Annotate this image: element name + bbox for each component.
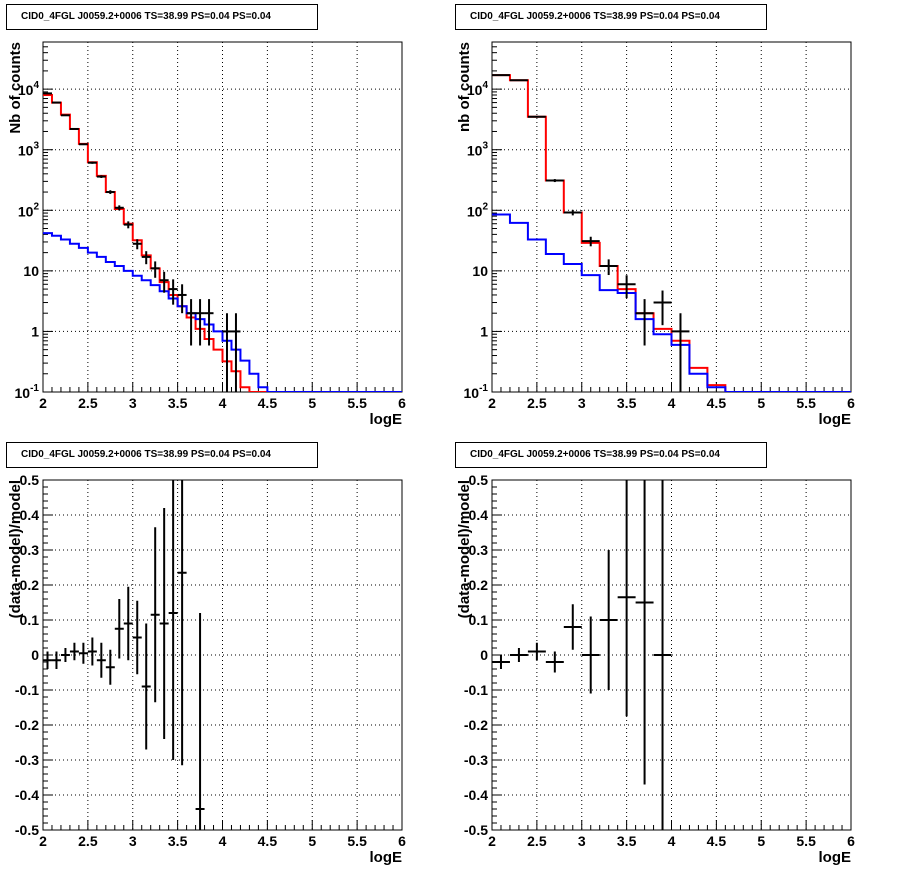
x-tick-label: 5.5 (796, 833, 816, 849)
x-tick-label: 4 (668, 833, 676, 849)
x-tick-label: 5 (757, 833, 765, 849)
y-tick-label: 0.5 (20, 472, 40, 488)
x-axis-label: logE (370, 849, 403, 866)
y-tick-label: 10-1 (464, 383, 489, 401)
chart-panel-1: 2 2.5 3 3.5 4 4.5 5 5.5 6 10-1 1 10 102 103 104 logE Nb … (7, 41, 406, 428)
y-tick-label: 0.5 (469, 472, 489, 488)
chart-panel-4: 2 2.5 3 3.5 4 4.5 5 5.5 6 -0.5 -0.4 -0.3 -0.2 -0.1 0 0.… (456, 472, 855, 866)
y-tick-label: 104 (467, 80, 489, 98)
plot-area (43, 92, 402, 392)
plot-frame (491, 41, 852, 393)
y-tick-label: -0.3 (464, 752, 488, 768)
x-tick-label: 6 (847, 833, 855, 849)
y-tick-label: -0.2 (464, 717, 488, 733)
y-axis-label: nb of counts (456, 42, 473, 132)
x-axis-label: logE (370, 411, 403, 428)
chart-panel-2: 2 2.5 3 3.5 4 4.5 5 5.5 6 10-1 1 10 102 103 104 logE nb … (456, 41, 855, 428)
x-tick-label: 2 (488, 833, 496, 849)
x-tick-label: 4.5 (707, 395, 727, 411)
x-tick-label: 6 (847, 395, 855, 411)
x-tick-label: 4.5 (707, 833, 727, 849)
x-tick-label: 3 (578, 395, 586, 411)
x-tick-label: 2.5 (78, 395, 98, 411)
title-box-2: CID0_4FGL J0059.2+0006 TS=38.99 PS=0.04 … (455, 4, 767, 30)
y-tick-label: -0.4 (15, 787, 39, 803)
title-box-3: CID0_4FGL J0059.2+0006 TS=38.99 PS=0.04 … (6, 442, 318, 468)
x-tick-label: 4 (219, 833, 227, 849)
x-tick-label: 2.5 (527, 833, 547, 849)
x-tick-label: 6 (398, 395, 406, 411)
plot-area (492, 480, 672, 830)
x-axis-label: logE (819, 411, 852, 428)
x-tick-label: 3.5 (168, 395, 188, 411)
x-tick-label: 4.5 (258, 833, 278, 849)
x-tick-label: 4 (668, 395, 676, 411)
y-tick-label: -0.5 (15, 822, 39, 838)
y-tick-label: -0.4 (464, 787, 488, 803)
x-tick-label: 5 (308, 395, 316, 411)
plot-frame (491, 479, 852, 831)
x-tick-label: 3 (129, 833, 137, 849)
x-tick-label: 2.5 (527, 395, 547, 411)
y-tick-label: 0 (31, 647, 39, 663)
y-tick-label: 0.3 (20, 542, 40, 558)
y-tick-label: 1 (31, 323, 39, 339)
y-tick-label: 0.2 (469, 577, 489, 593)
y-tick-label: -0.3 (15, 752, 39, 768)
y-tick-label: 103 (18, 141, 40, 159)
x-tick-label: 3.5 (617, 395, 637, 411)
y-tick-label: -0.2 (15, 717, 39, 733)
x-tick-label: 5.5 (796, 395, 816, 411)
x-tick-label: 2 (488, 395, 496, 411)
series-line-model-component (43, 232, 402, 392)
y-tick-label: 104 (18, 80, 40, 98)
x-tick-label: 5 (757, 395, 765, 411)
y-tick-label: 0 (480, 647, 488, 663)
plot-frame (42, 479, 403, 831)
x-tick-label: 3.5 (168, 833, 188, 849)
y-tick-label: -0.5 (464, 822, 488, 838)
x-tick-label: 3 (129, 395, 137, 411)
x-tick-label: 3 (578, 833, 586, 849)
x-tick-label: 6 (398, 833, 406, 849)
plot-frame (42, 41, 403, 393)
y-tick-label: 0.2 (20, 577, 40, 593)
y-tick-label: 102 (467, 201, 489, 219)
y-tick-label: 10-1 (15, 383, 40, 401)
x-tick-label: 2 (39, 395, 47, 411)
y-tick-label: 10 (472, 263, 488, 279)
y-axis-label: (data-model)/model (7, 480, 24, 618)
x-tick-label: 5 (308, 833, 316, 849)
y-tick-label: 0.1 (469, 612, 489, 628)
y-axis-label: (data-model)/model (456, 480, 473, 618)
y-tick-label: 1 (480, 323, 488, 339)
y-tick-label: 0.4 (20, 507, 40, 523)
y-tick-label: 10 (23, 263, 39, 279)
x-tick-label: 3.5 (617, 833, 637, 849)
y-axis-label: Nb of counts (7, 42, 24, 134)
x-tick-label: 4 (219, 395, 227, 411)
plot-area (492, 74, 851, 392)
y-tick-label: -0.1 (464, 682, 488, 698)
y-tick-label: 0.4 (469, 507, 489, 523)
y-tick-label: 102 (18, 201, 40, 219)
title-box-4: CID0_4FGL J0059.2+0006 TS=38.99 PS=0.04 … (455, 442, 767, 468)
x-tick-label: 4.5 (258, 395, 278, 411)
x-axis-label: logE (819, 849, 852, 866)
x-tick-label: 2 (39, 833, 47, 849)
y-tick-label: 103 (467, 141, 489, 159)
y-tick-label: 0.1 (20, 612, 40, 628)
x-tick-label: 5.5 (347, 833, 367, 849)
plot-area (43, 480, 205, 830)
y-tick-label: -0.1 (15, 682, 39, 698)
x-tick-label: 5.5 (347, 395, 367, 411)
x-tick-label: 2.5 (78, 833, 98, 849)
series-line-model-total (43, 94, 402, 392)
chart-panel-3: 2 2.5 3 3.5 4 4.5 5 5.5 6 -0.5 -0.4 -0.3 -0.2 -0.1 0 0.… (7, 472, 406, 866)
y-tick-label: 0.3 (469, 542, 489, 558)
title-box-1: CID0_4FGL J0059.2+0006 TS=38.99 PS=0.04 … (6, 4, 318, 30)
